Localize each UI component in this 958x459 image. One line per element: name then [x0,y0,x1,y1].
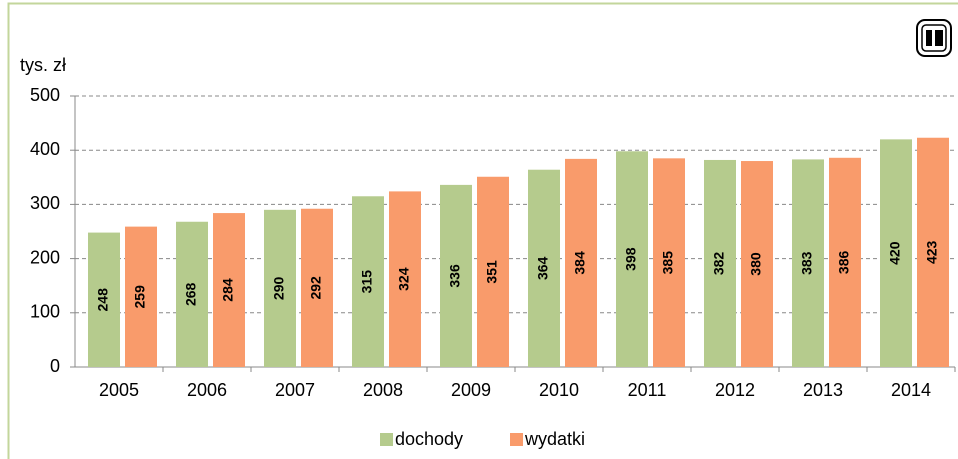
bar [213,213,245,367]
bar [741,161,773,367]
value-label: 292 [308,276,324,300]
bar [264,209,296,367]
y-tick-label: 0 [50,356,60,376]
bar [440,184,472,367]
bar [880,139,912,367]
bar [653,158,685,367]
value-label: 290 [271,277,287,301]
bar [176,221,208,367]
value-label: 386 [836,251,852,275]
legend-label: dochody [395,429,463,449]
y-tick-label: 400 [30,139,60,159]
value-label: 420 [887,241,903,265]
bar [792,159,824,367]
bar [477,176,509,367]
value-label: 351 [484,260,500,284]
legend-label: wydatki [524,429,585,449]
value-label: 380 [748,252,764,276]
x-tick-label: 2013 [803,380,843,400]
y-tick-label: 500 [30,85,60,105]
bar [917,137,949,367]
x-tick-label: 2012 [715,380,755,400]
value-label: 268 [183,282,199,306]
bar [565,158,597,367]
frame [7,2,958,459]
value-label: 336 [447,264,463,288]
y-axis-label: tys. zł [20,55,66,75]
x-tick-label: 2007 [275,380,315,400]
x-tick-label: 2011 [628,380,667,400]
bar [88,232,120,367]
bar [389,191,421,367]
value-label: 324 [396,267,412,291]
x-tick-label: 2008 [363,380,403,400]
y-tick-label: 200 [30,247,60,267]
bar [528,169,560,367]
x-tick-label: 2005 [99,380,139,400]
legend-swatch [510,433,523,446]
y-tick-label: 300 [30,193,60,213]
value-label: 423 [924,240,940,264]
value-label: 284 [220,278,236,302]
bar [704,159,736,367]
value-label: 384 [572,251,588,275]
legend-swatch [380,433,393,446]
value-label: 315 [359,270,375,294]
bar [125,226,157,367]
value-label: 248 [95,288,111,312]
logo [916,19,952,57]
bar [301,208,333,367]
x-tick-label: 2014 [891,380,931,400]
y-tick-label: 100 [30,302,60,322]
value-label: 385 [660,251,676,275]
value-label: 259 [132,285,148,309]
x-tick-label: 2009 [451,380,491,400]
x-tick-label: 2010 [539,380,579,400]
bar [829,157,861,367]
bar [616,151,648,367]
bar [352,196,384,367]
value-label: 398 [623,247,639,271]
x-tick-label: 2006 [187,380,227,400]
value-label: 383 [799,251,815,275]
value-label: 364 [535,256,551,280]
value-label: 382 [711,252,727,276]
